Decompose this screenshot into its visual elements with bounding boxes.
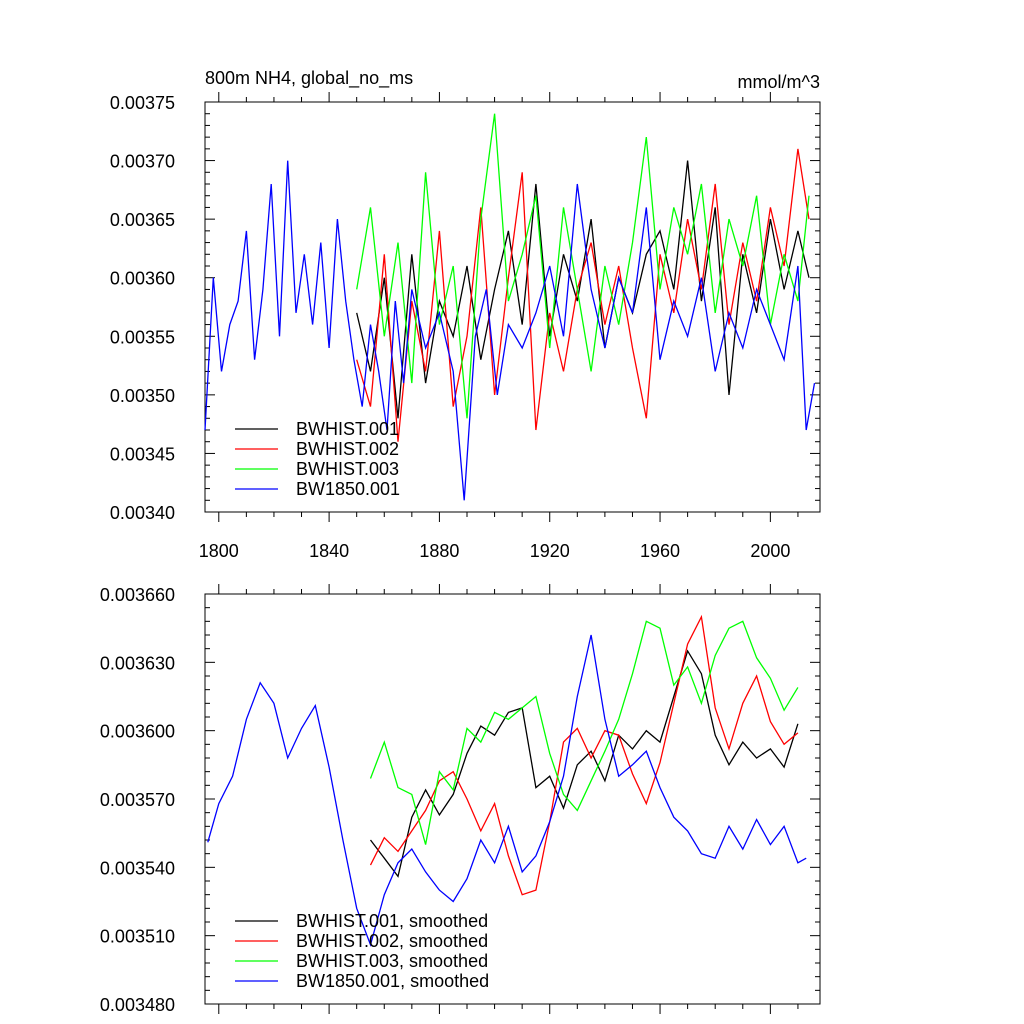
series-line-bwhist-001-smoothed [369, 649, 799, 878]
y-tick-label: 0.00345 [110, 444, 175, 464]
bottom-x-axis [218, 584, 799, 1014]
top-plot-frame [204, 101, 821, 513]
y-tick-label: 0.00365 [110, 210, 175, 230]
legend-label: BWHIST.003 [296, 459, 399, 479]
y-tick-label: 0.00340 [110, 503, 175, 523]
y-tick-label: 0.00375 [110, 93, 175, 113]
bottom-series-lines [207, 614, 807, 947]
y-tick-label: 0.003510 [100, 927, 175, 947]
legend-label: BWHIST.002 [296, 439, 399, 459]
series-line-bwhist-002-smoothed [369, 614, 799, 896]
top-x-axis: 1800 1840 1880 1920 1960 2000 [199, 92, 799, 561]
bottom-y-axis: 0.003480 0.003510 0.003540 0.003570 0.003600… [100, 585, 820, 1015]
x-tick-label: 2000 [750, 541, 790, 561]
legend-label: BWHIST.003, smoothed [296, 951, 488, 971]
top-chart-title: 800m NH4, global_no_ms [205, 68, 413, 89]
y-tick-label: 0.00370 [110, 152, 175, 172]
legend-label: BWHIST.002, smoothed [296, 931, 488, 951]
series-line-bwhist-003-smoothed [369, 620, 799, 845]
x-tick-label: 1960 [640, 541, 680, 561]
legend-label: BWHIST.001 [296, 419, 399, 439]
x-tick-label: 1840 [309, 541, 349, 561]
series-line-bw1850-001 [204, 160, 816, 501]
y-tick-label: 0.003540 [100, 858, 175, 878]
series-line-bwhist-002 [356, 148, 810, 442]
x-tick-label: 1880 [419, 541, 459, 561]
legend-label: BW1850.001, smoothed [296, 971, 489, 991]
bottom-panel: 0.003480 0.003510 0.003540 0.003570 0.003600… [100, 584, 821, 1015]
y-tick-label: 0.00350 [110, 386, 175, 406]
y-tick-label: 0.003570 [100, 790, 175, 810]
series-line-bwhist-001 [356, 160, 810, 419]
series-line-bwhist-003 [356, 113, 810, 419]
legend-label: BWHIST.001, smoothed [296, 911, 488, 931]
y-tick-label: 0.003600 [100, 722, 175, 742]
top-series-lines [204, 113, 816, 501]
top-chart-units: mmol/m^3 [738, 72, 820, 92]
top-panel: 800m NH4, global_no_ms mmol/m^3 0.00340 0… [110, 68, 821, 561]
x-tick-label: 1920 [530, 541, 570, 561]
x-tick-label: 1800 [199, 541, 239, 561]
series-line-bw1850-001-smoothed [207, 634, 807, 947]
y-tick-label: 0.003630 [100, 653, 175, 673]
y-tick-label: 0.003480 [100, 995, 175, 1015]
y-tick-label: 0.00355 [110, 327, 175, 347]
legend-label: BW1850.001 [296, 479, 400, 499]
y-tick-label: 0.003660 [100, 585, 175, 605]
y-tick-label: 0.00360 [110, 269, 175, 289]
